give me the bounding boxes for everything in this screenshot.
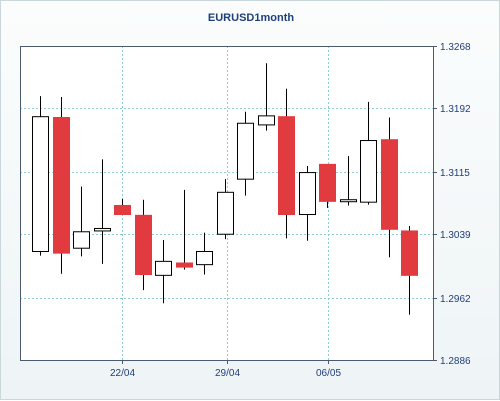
- candle-body-up: [299, 172, 316, 216]
- plot-border: [20, 46, 434, 361]
- y-tick-label: 1.3115: [440, 168, 470, 179]
- y-tick-label: 1.3192: [440, 104, 471, 115]
- x-tick-label: 22/04: [110, 368, 135, 379]
- y-tick-label: 1.2886: [440, 356, 471, 367]
- candle-body-up: [258, 115, 275, 126]
- candle-body-up: [32, 116, 49, 252]
- candle-body-up: [155, 260, 172, 276]
- candle-body-down: [53, 117, 70, 254]
- candle-body-down: [278, 116, 295, 216]
- candle-body-up: [217, 191, 234, 235]
- candle-body-up: [340, 199, 357, 203]
- y-tick-label: 1.3039: [440, 230, 471, 241]
- candle-body-up: [94, 227, 111, 232]
- candle-body-down: [135, 214, 152, 276]
- candle-body-down: [114, 204, 131, 216]
- y-tick-label: 1.2962: [440, 294, 471, 305]
- candle-body-down: [401, 230, 418, 276]
- y-tick-label: 1.3268: [440, 42, 471, 53]
- candle-body-down: [319, 163, 336, 202]
- candle-body-down: [381, 139, 398, 230]
- candle-body-up: [360, 140, 377, 203]
- x-tick-label: 06/05: [316, 368, 341, 379]
- chart-title: EURUSD1month: [207, 12, 295, 24]
- candle-body-up: [73, 231, 90, 249]
- candle-body-down: [176, 262, 193, 268]
- candle-body-up: [237, 122, 254, 180]
- candle-body-up: [196, 250, 213, 266]
- x-tick-label: 29/04: [215, 368, 240, 379]
